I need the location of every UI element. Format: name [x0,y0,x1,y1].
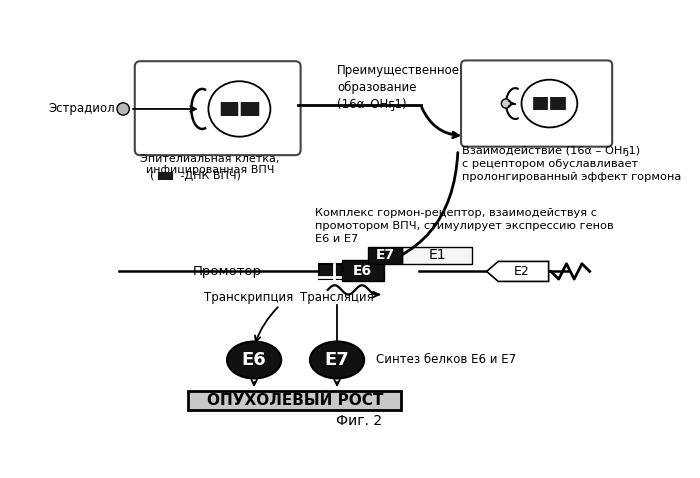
Ellipse shape [310,341,364,379]
FancyBboxPatch shape [135,61,300,155]
Text: E7: E7 [375,248,395,262]
Text: E2: E2 [514,265,529,278]
Text: Е6: Е6 [241,351,267,369]
Text: Эстрадиол: Эстрадиол [49,102,116,116]
Text: (: ( [150,171,154,181]
Text: Транскрипция: Транскрипция [204,292,293,304]
Ellipse shape [209,81,270,137]
FancyBboxPatch shape [319,264,349,279]
Polygon shape [486,261,549,282]
Text: Взаимодействие (16α – ОНҕ1)
с рецептором обуславливает
пролонгированный эффект г: Взаимодействие (16α – ОНҕ1) с рецептором… [462,146,681,182]
Text: Комплекс гормон-рецептор, взаимодействуя с
промотором ВПЧ, стимулирует экспресси: Комплекс гормон-рецептор, взаимодействуя… [315,207,614,244]
FancyBboxPatch shape [461,60,612,147]
FancyBboxPatch shape [219,102,260,116]
Text: Преимущественное
образование
(16α–ОНҕ1): Преимущественное образование (16α–ОНҕ1) [337,64,460,110]
Circle shape [117,103,130,115]
FancyBboxPatch shape [368,247,402,264]
FancyBboxPatch shape [402,247,472,264]
Text: E6: E6 [353,264,372,278]
Text: Синтез белков Е6 и Е7: Синтез белков Е6 и Е7 [376,353,516,367]
FancyBboxPatch shape [342,260,384,282]
Ellipse shape [522,80,578,128]
Text: Фиг. 2: Фиг. 2 [336,414,382,428]
Text: Е7: Е7 [325,351,349,369]
FancyBboxPatch shape [531,98,567,110]
Text: Эпителиальная клетка,: Эпителиальная клетка, [140,154,279,164]
Text: -ДНК ВПЧ): -ДНК ВПЧ) [177,171,241,181]
FancyBboxPatch shape [188,391,401,410]
Text: инфицированная ВПЧ: инфицированная ВПЧ [146,165,274,175]
Text: E1: E1 [428,248,446,262]
FancyBboxPatch shape [158,172,174,180]
Ellipse shape [227,341,281,379]
Text: Трансляция: Трансляция [300,292,374,304]
Text: Промотор: Промотор [193,265,262,278]
Circle shape [501,99,511,108]
Text: ОПУХОЛЕВЫЙ РОСТ: ОПУХОЛЕВЫЙ РОСТ [207,392,384,408]
